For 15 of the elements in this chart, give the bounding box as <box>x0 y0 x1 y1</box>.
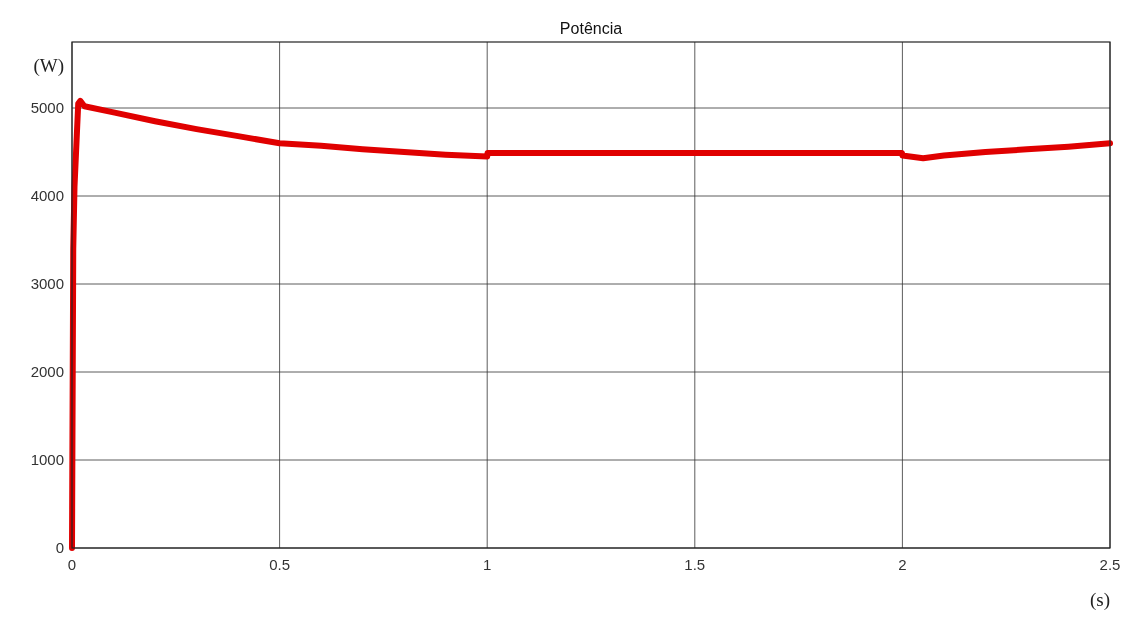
y-tick-label: 5000 <box>30 99 64 116</box>
y-tick-label: 1000 <box>30 451 64 468</box>
x-tick-label: 0 <box>67 556 77 573</box>
y-tick-label: 4000 <box>30 187 64 204</box>
chart-title: Potência <box>559 20 623 37</box>
x-tick-label: 0.5 <box>269 556 291 573</box>
y-tick-label: 2000 <box>30 363 64 380</box>
x-tick-label: 1 <box>483 556 492 573</box>
x-tick-label: 1.5 <box>684 556 706 573</box>
y-axis-title: (W) <box>33 55 64 77</box>
x-axis-title: (s) <box>1089 589 1110 611</box>
x-tick-label: 2 <box>898 556 907 573</box>
y-tick-label: 0 <box>55 539 64 556</box>
y-tick-label: 3000 <box>30 275 64 292</box>
x-tick-label: 2.5 <box>1099 556 1121 573</box>
